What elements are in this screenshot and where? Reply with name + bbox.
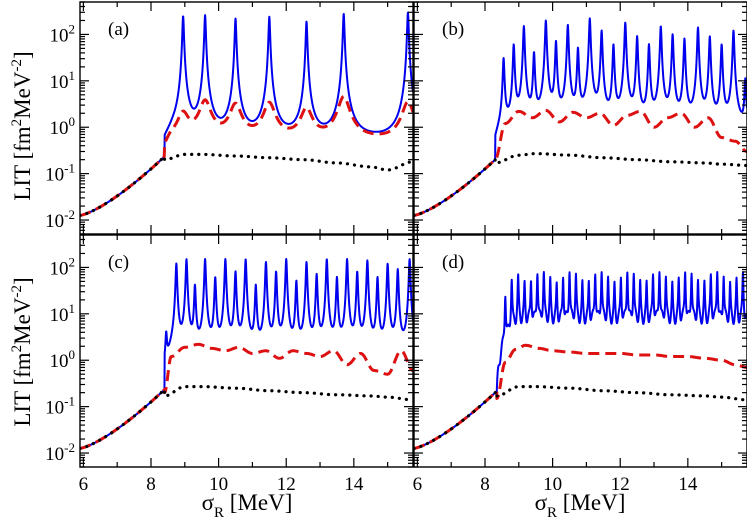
series-dashed [414, 108, 747, 217]
plot-area [80, 11, 413, 217]
y-tick-label: 102 [50, 21, 76, 46]
x-tick-label: 14 [678, 474, 698, 495]
series-dotted [414, 385, 747, 450]
series-dashed [80, 342, 413, 450]
panel-3: (d) 6 8 10 12 14 [413, 234, 747, 495]
plot-frame [79, 1, 414, 235]
series-dotted [414, 152, 747, 217]
x-tick-label: 6 [413, 474, 423, 495]
plot-frame [413, 234, 747, 468]
plot-area [414, 17, 747, 217]
plot-area [414, 270, 747, 450]
plot-frame [413, 1, 747, 235]
y-tick-label: 101 [50, 301, 76, 326]
y-tick-label: 100 [50, 347, 76, 372]
panel-1: (b) [413, 1, 747, 235]
ylabel-bottom: LIT [fm2MeV-2] [9, 277, 35, 426]
plot-frame [79, 234, 414, 468]
y-tick-label: 10-1 [45, 161, 75, 186]
series-dotted [80, 152, 413, 217]
y-tick-label: 100 [50, 114, 76, 139]
y-tick-label: 10-1 [45, 394, 75, 419]
y-tick-label: 10-2 [45, 207, 75, 232]
series-dotted [80, 385, 413, 450]
x-tick-label: 8 [480, 474, 490, 495]
x-tick-label: 10 [209, 474, 228, 495]
panel-0: (a) 10-2 10-1 100 101 102 [45, 1, 414, 235]
series-dashed [80, 95, 413, 217]
panel-2: (c) 6 8 10 12 14 10-2 10-1 100 101 102 [45, 234, 414, 495]
x-tick-label: 12 [277, 474, 296, 495]
series-solid [414, 270, 747, 450]
svg-text:LIT [fm2MeV-2]: LIT [fm2MeV-2] [9, 277, 35, 426]
x-tick-label: 8 [146, 474, 156, 495]
x-tick-label: 12 [611, 474, 630, 495]
plot-area [80, 257, 413, 450]
y-tick-label: 101 [50, 68, 76, 93]
y-tick-label: 10-2 [45, 440, 75, 465]
ylabel-top: LIT [fm2MeV-2] [9, 51, 35, 200]
panel-label: (c) [108, 252, 129, 273]
x-tick-label: 14 [344, 474, 364, 495]
panel-label: (b) [442, 19, 464, 40]
series-dashed [414, 343, 747, 450]
panel-label: (a) [108, 19, 129, 40]
xlabel-left: σR [MeV] [202, 490, 293, 521]
xlabel-right: σR [MeV] [535, 490, 626, 521]
svg-text:LIT [fm2MeV-2]: LIT [fm2MeV-2] [9, 51, 35, 200]
x-tick-label: 6 [79, 474, 89, 495]
x-tick-label: 10 [543, 474, 562, 495]
panel-label: (d) [442, 252, 464, 273]
y-tick-label: 102 [50, 254, 76, 279]
